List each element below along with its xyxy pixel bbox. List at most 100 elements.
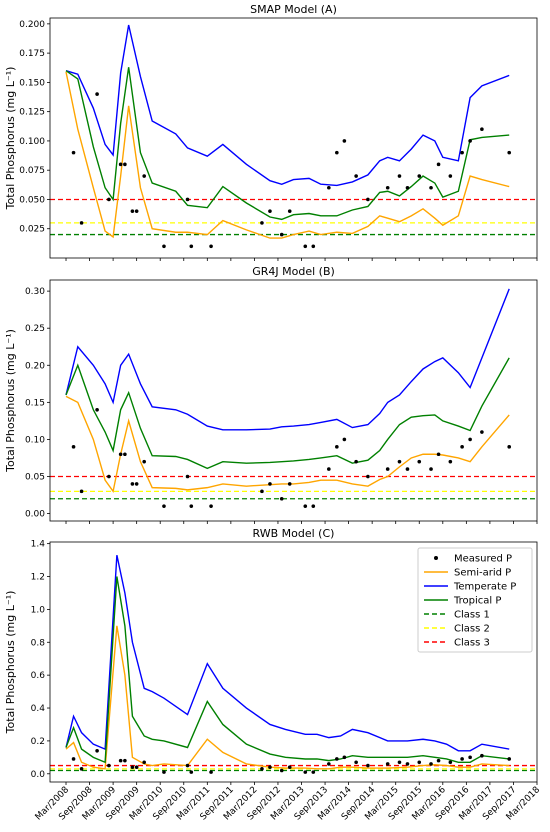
legend-box (417, 547, 533, 653)
y-tick-label: 0.8 (31, 638, 46, 648)
measured-point (107, 474, 111, 479)
measured-point (405, 762, 410, 766)
series-line-tropical-p (65, 67, 510, 221)
measured-point (311, 244, 316, 249)
measured-point (189, 504, 194, 508)
measured-point (429, 762, 433, 766)
measured-point (189, 244, 194, 249)
y-tick-label: 0.4 (31, 704, 46, 714)
measured-point (335, 445, 339, 449)
y-tick-label: 1.4 (31, 540, 46, 550)
measured-point (268, 765, 272, 770)
measured-point (480, 430, 484, 434)
measured-point (71, 150, 76, 155)
measured-point (448, 459, 453, 464)
measured-point (287, 482, 292, 486)
measured-point (260, 767, 264, 771)
measured-point (429, 467, 433, 471)
measured-point (448, 760, 453, 765)
measured-point (185, 474, 190, 479)
measured-point (209, 244, 213, 249)
series-line-temperate-p (65, 288, 510, 431)
measured-point (268, 209, 272, 213)
legend-label: Temperate P (453, 582, 516, 593)
measured-point (79, 767, 84, 771)
measured-point (417, 459, 422, 464)
measured-point (95, 92, 99, 96)
measured-point (468, 755, 472, 760)
y-tick-label: 0.05 (25, 473, 45, 483)
series-line-temperate-p (65, 24, 510, 187)
panel-title: SMAP Model (A) (250, 3, 337, 16)
measured-point (311, 770, 316, 774)
measured-point (335, 150, 339, 155)
panel-1: SMAP Model (A)Total Phosphorus (mg L⁻¹)0… (4, 3, 538, 261)
measured-point (436, 162, 441, 167)
measured-point (260, 221, 264, 225)
measured-point (142, 760, 146, 765)
legend-label: Semi-arid P (454, 568, 511, 579)
plot-area (50, 24, 537, 249)
series-line-semi-arid-p (65, 395, 510, 494)
measured-point (71, 445, 76, 449)
measured-point (507, 757, 512, 761)
y-tick-label: 0.2 (31, 737, 45, 747)
measured-point (185, 197, 190, 202)
measured-point (385, 762, 390, 766)
measured-point (507, 150, 512, 155)
series-line-semi-arid-p (65, 625, 510, 770)
y-tick-label: 0.025 (19, 225, 45, 235)
measured-point (327, 467, 331, 471)
y-tick-label: 0.20 (25, 361, 45, 371)
y-axis-label: Total Phosphorus (mg L⁻¹) (4, 329, 17, 473)
measured-point (123, 758, 127, 763)
measured-point (130, 209, 135, 213)
measured-point (354, 174, 358, 178)
y-tick-label: 0.175 (19, 49, 45, 59)
y-tick-label: 1.0 (31, 605, 46, 615)
panel-title: RWB Model (C) (253, 527, 335, 540)
measured-point (460, 150, 464, 155)
measured-point (130, 765, 135, 770)
measured-point (279, 232, 284, 237)
plot-frame (49, 279, 538, 522)
measured-point (95, 748, 99, 753)
measured-point (460, 445, 464, 449)
legend-label: Class 3 (454, 638, 490, 649)
measured-point (123, 162, 127, 167)
measured-point (107, 763, 111, 768)
plot-area (50, 288, 537, 508)
measured-point (480, 127, 484, 132)
measured-point (436, 758, 441, 763)
panel-title: GR4J Model (B) (252, 265, 335, 278)
measured-point (366, 474, 370, 479)
measured-point (79, 489, 84, 494)
legend: Measured P Semi-arid P Temperate P Tropical… (417, 547, 533, 653)
y-tick-label: 0.6 (31, 671, 46, 681)
measured-point (405, 185, 410, 190)
series-line-semi-arid-p (65, 71, 510, 239)
measured-point (397, 760, 402, 765)
measured-point (134, 209, 139, 213)
measured-point (366, 197, 370, 202)
measured-point (354, 459, 358, 464)
measured-point (460, 757, 464, 761)
measured-point (327, 185, 331, 190)
y-tick-label: 0.00 (25, 510, 45, 520)
y-tick-label: 0.15 (25, 398, 45, 408)
legend-label: Class 1 (454, 610, 490, 621)
measured-point (342, 437, 347, 442)
measured-point (162, 504, 166, 508)
measured-point (448, 174, 453, 178)
legend-label: Class 2 (454, 624, 490, 635)
measured-point (134, 482, 139, 486)
measured-point (417, 760, 422, 765)
measured-point (480, 753, 484, 758)
y-tick-label: 0.075 (19, 166, 45, 176)
measured-point (303, 244, 308, 249)
measured-point (311, 504, 316, 508)
measured-point (95, 407, 99, 412)
measured-point (468, 437, 472, 442)
y-axis-label: Total Phosphorus (mg L⁻¹) (4, 591, 17, 735)
